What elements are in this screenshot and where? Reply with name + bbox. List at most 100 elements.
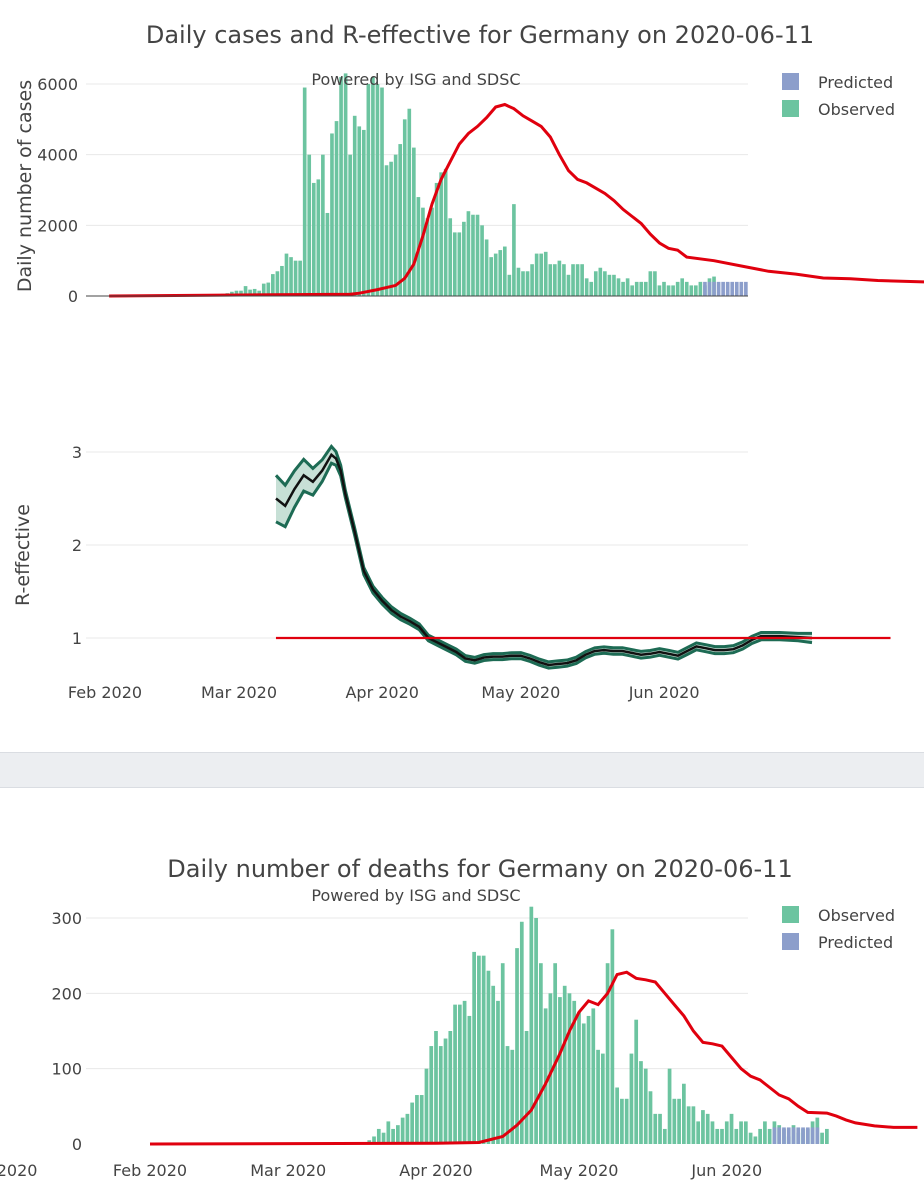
deaths-observed-bar[interactable] [448, 1031, 453, 1144]
deaths-observed-bar[interactable] [691, 1106, 696, 1144]
deaths-observed-bar[interactable] [748, 1132, 753, 1144]
deaths-observed-bar[interactable] [715, 1128, 720, 1144]
deaths-observed-bar[interactable] [386, 1121, 391, 1144]
deaths-observed-bar[interactable] [434, 1031, 438, 1144]
cases-observed-bar[interactable] [443, 168, 448, 296]
cases-observed-bar[interactable] [334, 121, 339, 296]
cases-observed-bar[interactable] [389, 161, 393, 296]
deaths-observed-bar[interactable] [519, 921, 524, 1144]
legend-predicted-label[interactable]: Predicted [818, 73, 893, 92]
deaths-observed-bar[interactable] [424, 1068, 429, 1144]
deaths-observed-bar[interactable] [591, 1008, 596, 1144]
cases-observed-bar[interactable] [671, 285, 675, 296]
deaths-observed-bar[interactable] [662, 1128, 667, 1144]
cases-observed-bar[interactable] [475, 214, 480, 296]
cases-observed-bar[interactable] [425, 218, 430, 296]
cases-observed-bar[interactable] [266, 282, 271, 296]
cases-observed-bar[interactable] [502, 246, 507, 296]
legend-observed-label[interactable]: Observed [818, 100, 895, 119]
deaths-observed-bar[interactable] [534, 918, 538, 1144]
deaths-observed-bar[interactable] [477, 955, 481, 1144]
cases-observed-bar[interactable] [243, 286, 248, 296]
cases-observed-bar[interactable] [234, 290, 239, 296]
deaths-observed-bar[interactable] [705, 1113, 710, 1144]
deaths-predicted-bar[interactable] [782, 1127, 786, 1144]
deaths-observed-bar[interactable] [562, 985, 567, 1144]
cases-predicted-bar[interactable] [703, 281, 707, 296]
cases-observed-bar[interactable] [680, 278, 685, 296]
deaths-observed-bar[interactable] [724, 1121, 729, 1144]
cases-observed-bar[interactable] [630, 285, 634, 296]
cases-observed-bar[interactable] [648, 271, 653, 296]
deaths-observed-bar[interactable] [415, 1095, 419, 1144]
deaths-observed-bar[interactable] [605, 963, 610, 1144]
deaths-observed-bar[interactable] [634, 1019, 639, 1144]
cases-observed-bar[interactable] [643, 281, 648, 296]
deaths-observed-bar[interactable] [548, 993, 553, 1144]
cases-predicted-bar[interactable] [739, 281, 744, 296]
cases-observed-bar[interactable] [493, 253, 498, 296]
cases-observed-bar[interactable] [598, 267, 603, 296]
cases-observed-bar[interactable] [375, 84, 380, 296]
cases-observed-bar[interactable] [603, 271, 607, 296]
cases-predicted-bar[interactable] [744, 281, 748, 296]
deaths-observed-bar[interactable] [381, 1132, 386, 1144]
deaths-observed-bar[interactable] [739, 1121, 743, 1144]
deaths-observed-bar[interactable] [486, 970, 491, 1144]
cases-observed-bar[interactable] [489, 257, 493, 296]
cases-observed-bar[interactable] [361, 129, 366, 296]
deaths-observed-bar[interactable] [753, 1136, 758, 1144]
cases-observed-bar[interactable] [348, 154, 352, 296]
deaths-observed-bar[interactable] [396, 1125, 400, 1144]
cases-observed-bar[interactable] [366, 84, 371, 296]
deaths-observed-bar[interactable] [639, 1061, 643, 1144]
deaths-observed-bar[interactable] [372, 1136, 376, 1144]
cases-observed-bar[interactable] [462, 221, 466, 296]
deaths-observed-bar[interactable] [462, 1000, 467, 1144]
deaths-observed-bar[interactable] [643, 1068, 648, 1144]
cases-observed-bar[interactable] [575, 264, 580, 296]
cases-observed-bar[interactable] [534, 253, 539, 296]
cases-observed-bar[interactable] [521, 271, 525, 296]
cases-observed-bar[interactable] [325, 212, 330, 296]
deaths-observed-bar[interactable] [820, 1132, 824, 1144]
deaths-observed-bar[interactable] [667, 1068, 672, 1144]
cases-predicted-bar[interactable] [721, 281, 725, 296]
deaths-observed-bar[interactable] [729, 1113, 734, 1144]
deaths-observed-bar[interactable] [653, 1113, 658, 1144]
cases-observed-bar[interactable] [593, 271, 598, 296]
deaths-observed-bar[interactable] [710, 1121, 715, 1144]
cases-observed-bar[interactable] [553, 264, 557, 296]
deaths-observed-bar[interactable] [505, 1046, 510, 1144]
deaths-observed-bar[interactable] [701, 1110, 705, 1144]
cases-observed-bar[interactable] [625, 278, 630, 296]
cases-observed-bar[interactable] [516, 267, 521, 296]
cases-observed-bar[interactable] [662, 281, 666, 296]
cases-observed-bar[interactable] [616, 278, 621, 296]
cases-observed-bar[interactable] [380, 87, 384, 297]
cases-observed-bar[interactable] [589, 281, 594, 296]
cases-observed-bar[interactable] [607, 274, 612, 296]
cases-observed-bar[interactable] [689, 285, 694, 296]
cases-observed-bar[interactable] [321, 154, 325, 296]
cases-observed-bar[interactable] [471, 214, 475, 296]
deaths-observed-bar[interactable] [453, 1004, 457, 1144]
deaths-observed-bar[interactable] [682, 1083, 686, 1144]
cases-observed-bar[interactable] [694, 285, 698, 296]
cases-observed-bar[interactable] [384, 165, 389, 296]
deaths-predicted-bar[interactable] [777, 1127, 782, 1144]
cases-observed-bar[interactable] [580, 264, 584, 296]
cases-observed-bar[interactable] [525, 271, 530, 296]
cases-observed-bar[interactable] [657, 285, 662, 296]
cases-observed-bar[interactable] [653, 271, 657, 296]
deaths-observed-bar[interactable] [500, 963, 505, 1144]
cases-predicted-bar[interactable] [734, 281, 739, 296]
deaths-observed-bar[interactable] [491, 985, 496, 1144]
deaths-observed-bar[interactable] [405, 1113, 410, 1144]
deaths-observed-bar[interactable] [543, 1008, 548, 1144]
deaths-observed-bar[interactable] [524, 1031, 529, 1144]
legend-observed-swatch[interactable] [782, 100, 799, 117]
legend-predicted-swatch[interactable] [782, 933, 799, 950]
cases-observed-bar[interactable] [311, 182, 316, 296]
cases-observed-bar[interactable] [571, 264, 575, 296]
